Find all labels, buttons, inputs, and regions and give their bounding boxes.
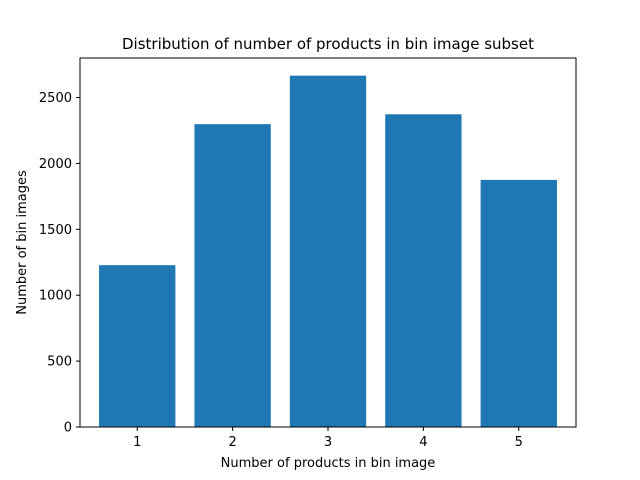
y-tick-label: 1000 [39,289,72,304]
x-tick-label: 1 [133,435,141,450]
x-tick-label: 5 [515,435,523,450]
bars-layer [99,75,557,428]
bar-3 [289,75,367,427]
x-axis: 1 2 3 4 5 [133,427,523,450]
x-tick-label: 4 [419,435,427,450]
y-tick-label: 1500 [39,223,72,238]
bar-1 [99,265,176,427]
bar-5 [480,179,557,427]
y-tick-label: 2500 [39,91,72,106]
y-axis: 0 500 1000 1500 2000 2500 [39,91,80,436]
y-axis-title: Number of bin images [15,170,30,315]
x-tick-label: 3 [324,435,332,450]
bar-4 [385,114,462,428]
chart-title: Distribution of number of products in bi… [122,35,534,53]
x-tick-label: 2 [228,435,236,450]
y-tick-label: 500 [47,355,72,370]
x-axis-title: Number of products in bin image [221,456,436,471]
bar-2 [194,124,271,427]
y-tick-label: 0 [64,421,72,436]
y-tick-label: 2000 [39,157,72,172]
